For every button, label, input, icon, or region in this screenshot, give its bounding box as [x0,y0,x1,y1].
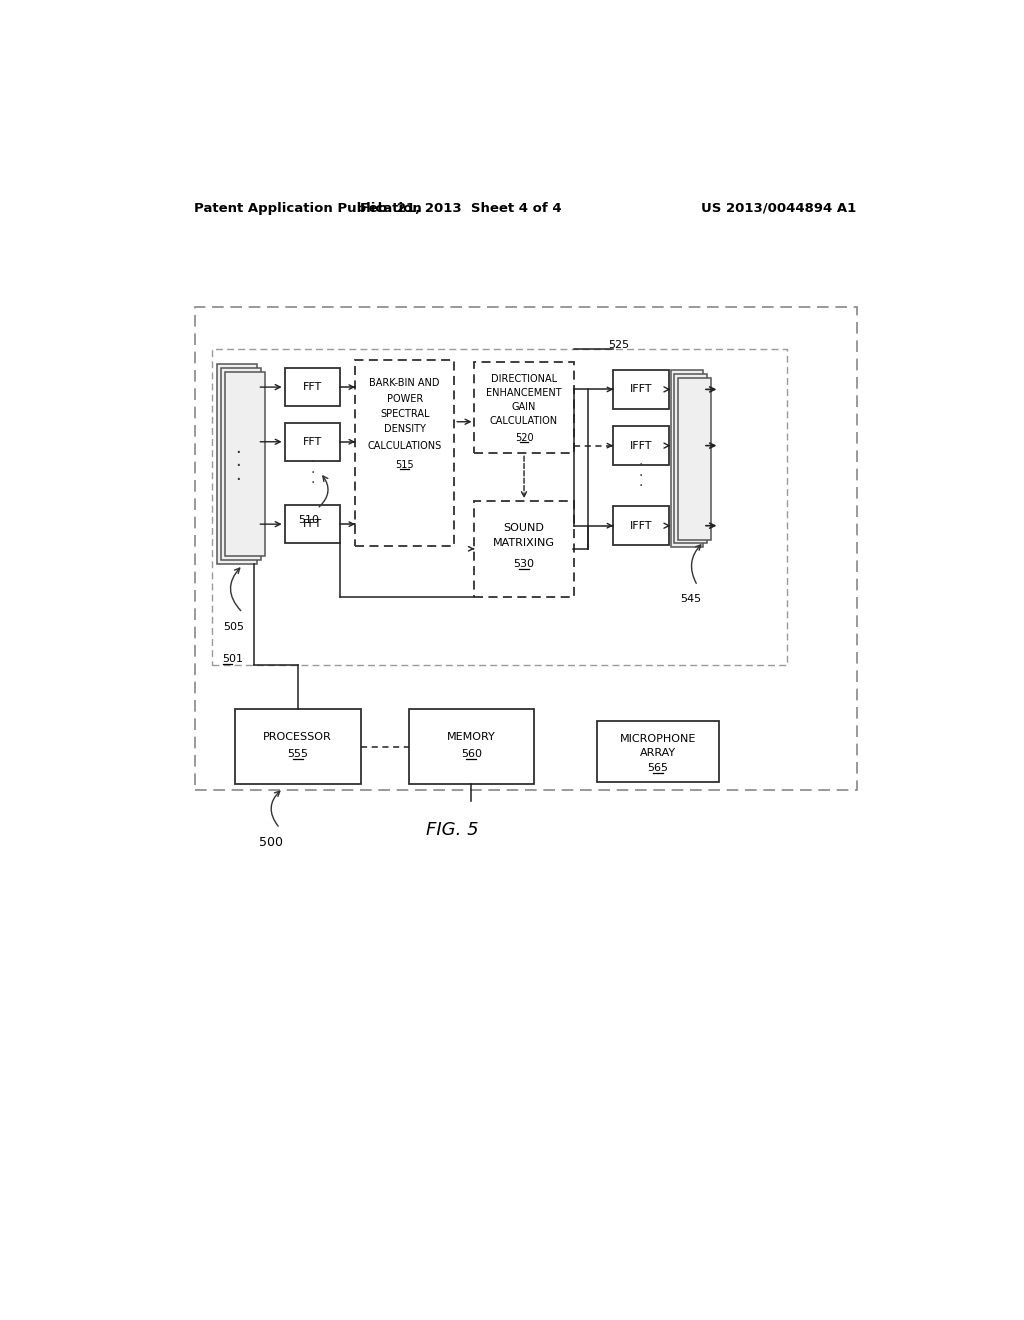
Text: ENHANCEMENT: ENHANCEMENT [486,388,562,399]
Text: 565: 565 [647,763,669,774]
Text: FFT: FFT [303,437,323,446]
Bar [597,721,719,781]
Bar [671,370,703,548]
Bar [196,308,857,789]
Text: 510: 510 [298,515,319,525]
Text: ARRAY: ARRAY [640,748,676,758]
Bar [355,360,455,546]
Text: Patent Application Publication: Patent Application Publication [194,202,422,215]
Text: PROCESSOR: PROCESSOR [263,731,332,742]
Bar [221,368,261,561]
Text: MEMORY: MEMORY [446,731,496,742]
Text: 505: 505 [223,622,244,631]
Bar [613,370,669,409]
Text: 501: 501 [222,653,244,664]
Text: MICROPHONE: MICROPHONE [620,734,696,744]
Text: Feb. 21, 2013  Sheet 4 of 4: Feb. 21, 2013 Sheet 4 of 4 [360,202,562,215]
Bar [613,507,669,545]
Text: 525: 525 [607,339,629,350]
Bar [675,374,707,544]
Text: SOUND: SOUND [504,523,545,533]
Text: ·
·
·: · · · [639,458,643,494]
Text: BARK-BIN AND: BARK-BIN AND [370,379,440,388]
Bar [212,350,786,665]
Text: DIRECTIONAL: DIRECTIONAL [490,375,557,384]
Bar [217,364,257,564]
Text: US 2013/0044894 A1: US 2013/0044894 A1 [701,202,856,215]
Bar [285,368,340,407]
Text: 560: 560 [461,748,482,759]
Text: ·
·
·: · · · [236,444,241,490]
Text: FIG. 5: FIG. 5 [426,821,478,838]
Text: POWER: POWER [386,393,423,404]
Text: MATRIXING: MATRIXING [493,539,555,548]
Bar [474,502,573,598]
Text: IFFT: IFFT [630,441,652,450]
Bar [285,422,340,461]
Text: CALCULATION: CALCULATION [489,416,558,426]
Text: 555: 555 [287,748,308,759]
Text: 545: 545 [680,594,701,603]
Text: IFFT: IFFT [630,520,652,531]
Text: IFFT: IFFT [630,384,652,395]
Text: 530: 530 [513,560,535,569]
Text: DENSITY: DENSITY [384,425,426,434]
Bar [409,709,535,784]
Bar [234,709,360,784]
Text: SPECTRAL: SPECTRAL [380,409,429,418]
Text: CALCULATIONS: CALCULATIONS [368,441,441,451]
Bar [613,426,669,465]
Bar [285,506,340,544]
Text: 500: 500 [259,836,284,849]
Bar [678,378,711,540]
Text: FFT: FFT [303,519,323,529]
Text: GAIN: GAIN [512,403,537,412]
Bar [225,372,265,557]
Text: ·
·
·: · · · [310,455,314,490]
Text: 515: 515 [395,459,414,470]
Text: 520: 520 [515,433,534,444]
Bar [474,363,573,453]
Text: FFT: FFT [303,381,323,392]
